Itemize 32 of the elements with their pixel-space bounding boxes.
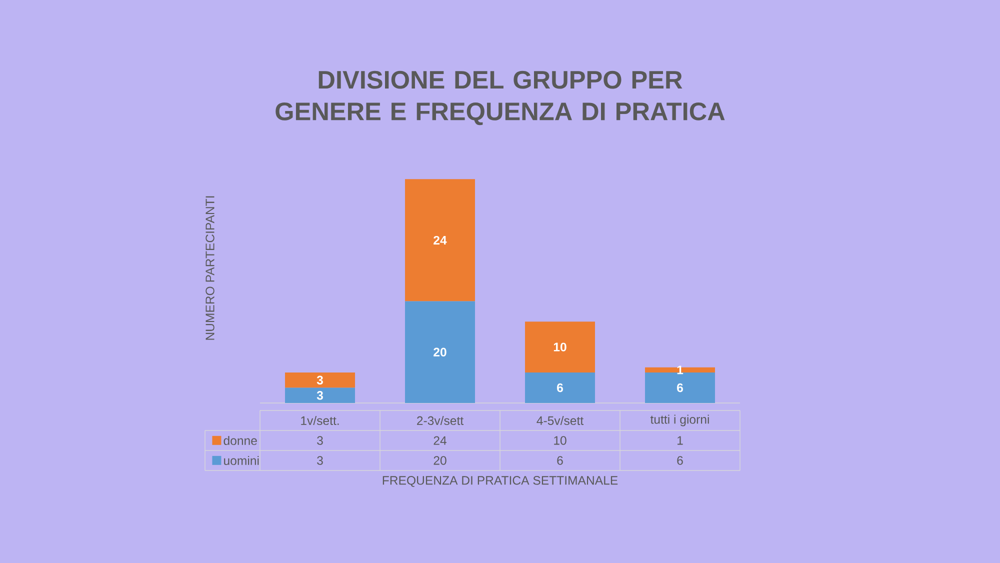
bar: [645, 367, 715, 372]
data-label: 6: [557, 456, 563, 465]
data-label: 1: [678, 436, 683, 445]
bar: [525, 372, 595, 403]
chart-title: DIVISIONE DEL GRUPPO PER GENERE E FREQUENZA DI PRATICA: [276, 70, 725, 126]
data-label: 6: [677, 456, 683, 465]
bar: [285, 372, 356, 388]
text: 10: [554, 342, 566, 352]
x-tick-label: 2-3v/sett: [417, 416, 464, 425]
data-label: 3: [317, 456, 323, 465]
x-tick-label: 1v/sett.: [301, 416, 339, 425]
bar: [285, 388, 356, 403]
text: 3: [316, 391, 323, 400]
text: 6: [677, 383, 683, 392]
data-label: 20: [434, 456, 446, 465]
y-axis-title: NUMERO PARTECIPANTI: [206, 196, 214, 340]
legend-label: uomini: [224, 456, 259, 466]
bar: [405, 301, 476, 403]
text: 3: [316, 376, 323, 384]
text: 6: [557, 383, 563, 392]
data-label: 3: [317, 436, 323, 445]
x-tick-label: 4-5v/sett: [536, 416, 584, 425]
bar: [405, 179, 476, 302]
x-axis-title: FREQUENZA DI PRATICA SETTIMANALE: [382, 476, 618, 487]
text: 20: [434, 348, 446, 356]
x-tick-label: tutti i giorni: [650, 414, 709, 426]
bar: [525, 322, 595, 372]
text: 24: [434, 236, 447, 245]
data-label: 24: [434, 436, 446, 445]
text: 1: [677, 366, 684, 374]
legend-label: donne: [224, 436, 257, 446]
data-label: 10: [554, 436, 566, 445]
